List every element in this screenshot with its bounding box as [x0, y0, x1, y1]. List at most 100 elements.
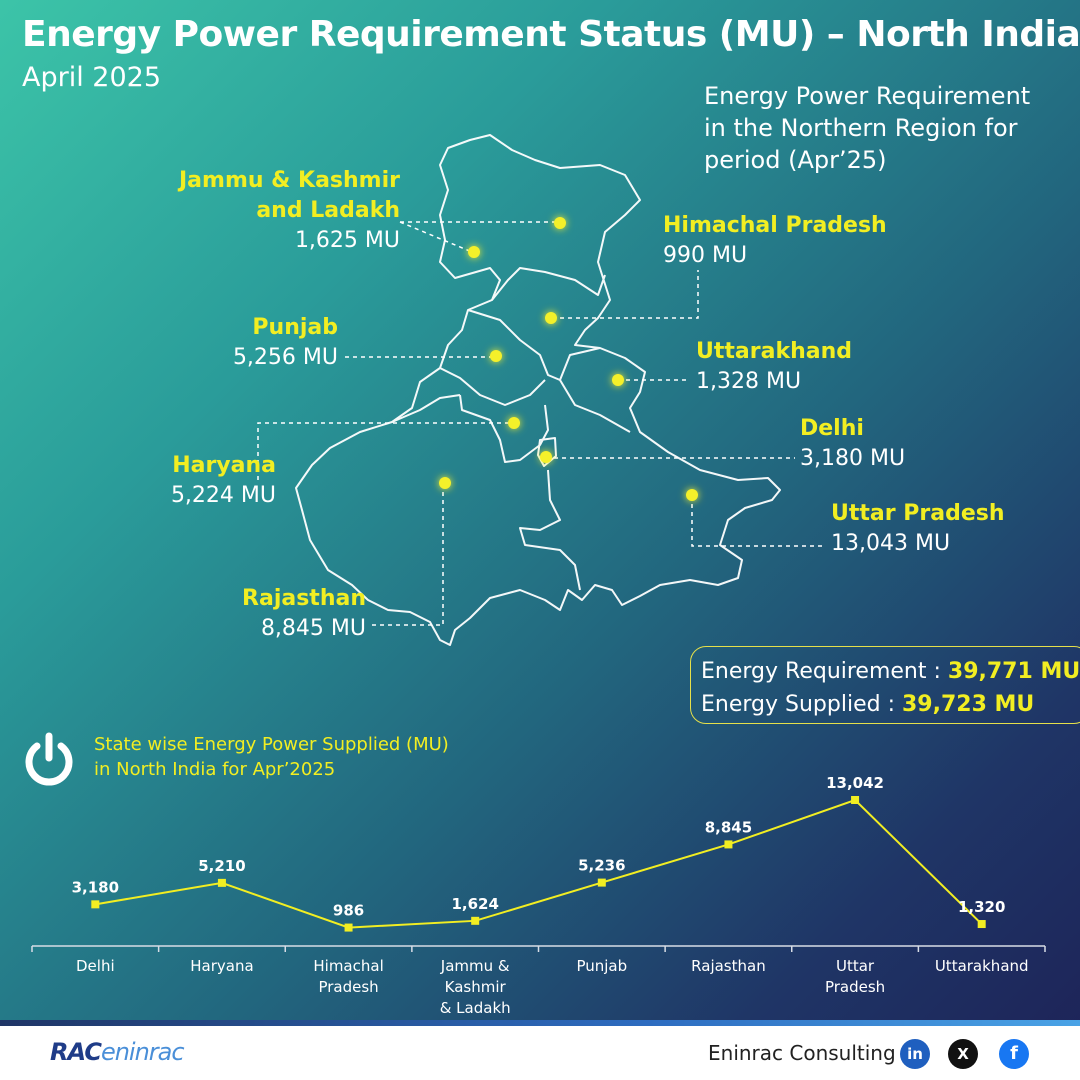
north-india-map: [257, 217, 825, 626]
x-tick-label: Uttarakhand: [935, 957, 1029, 975]
x-tick-label: Pradesh: [318, 978, 378, 996]
x-tick-label: Uttar: [836, 957, 875, 975]
map-label-value: 1,328 MU: [696, 369, 802, 394]
marker-delhi: [540, 451, 552, 463]
logo-tail: eninrac: [100, 1038, 185, 1066]
supplied-row: Energy Supplied : 39,723 MU: [701, 688, 1080, 721]
eninrac-logo: RACeninrac: [50, 1038, 185, 1066]
data-label: 1,320: [958, 898, 1005, 916]
data-point: [344, 923, 353, 932]
marker-rajasthan: [439, 477, 451, 489]
map-label-name: Jammu & Kashmir: [178, 168, 400, 193]
logo-text: RAC: [50, 1038, 102, 1066]
x-tick-label: Haryana: [190, 957, 253, 975]
boundary-haryana: [459, 394, 549, 463]
data-point: [851, 796, 860, 804]
data-label: 5,236: [578, 857, 625, 875]
marker-haryana: [508, 417, 520, 429]
data-label: 5,210: [198, 857, 245, 875]
map-label-uk: Uttarakhand 1,328 MU: [696, 337, 852, 397]
map-label-name: Punjab: [252, 315, 338, 340]
map-label-value: 1,625 MU: [294, 228, 400, 253]
energy-summary-box: Energy Requirement : 39,771 MU Energy Su…: [690, 646, 1080, 724]
map-label-hp: Himachal Pradesh 990 MU: [663, 211, 887, 271]
supplied-line-chart: 3,180 5,210 986 1,624 5,236 8,845 13,042 1,320 D…: [31, 774, 1046, 1017]
supplied-value: 39,723 MU: [901, 692, 1035, 717]
x-tick-label: Delhi: [76, 957, 115, 975]
map-label-name: Haryana: [172, 453, 276, 478]
series-line: [95, 798, 983, 929]
company-name: Eninrac Consulting: [708, 1041, 896, 1065]
map-label-value: 13,043 MU: [831, 531, 951, 556]
linkedin-icon[interactable]: in: [900, 1039, 930, 1069]
map-label-name: Uttar Pradesh: [831, 501, 1005, 526]
map-label-jk: Jammu & Kashmir and Ladakh 1,625 MU: [179, 166, 400, 256]
map-label-name: Uttarakhand: [696, 339, 852, 364]
x-tick-label: Jammu &: [440, 957, 510, 975]
leader-jk-2: [399, 221, 473, 253]
x-tick-label: Pradesh: [825, 978, 885, 996]
chart-title-line: State wise Energy Power Supplied (MU): [94, 734, 449, 755]
x-tick-label: & Ladakh: [440, 999, 511, 1017]
map-label-rajasthan: Rajasthan 8,845 MU: [242, 584, 366, 644]
leader-hp: [552, 270, 699, 319]
map-label-value: 990 MU: [663, 243, 748, 268]
x-tick-label: Rajasthan: [691, 957, 766, 975]
data-point: [91, 900, 100, 909]
marker-uk: [612, 374, 624, 386]
marker-punjab: [490, 350, 502, 362]
footer-accent-bar: [0, 1020, 1080, 1026]
boundary-raj-north: [391, 394, 461, 423]
marker-up: [686, 489, 698, 501]
data-label: 1,624: [451, 895, 498, 913]
page-subtitle: April 2025: [22, 62, 162, 93]
map-label-value: 5,224 MU: [170, 483, 276, 508]
x-tick-label: Himachal: [313, 957, 383, 975]
chart-title-line: in North India for Apr’2025: [94, 759, 336, 780]
map-label-name: Delhi: [800, 416, 864, 441]
boundary-uk: [559, 347, 631, 433]
facebook-icon[interactable]: f: [999, 1039, 1029, 1069]
boundary-hp-punjab: [467, 309, 561, 381]
requirement-label: Energy Requirement :: [701, 659, 948, 684]
map-label-haryana: Haryana 5,224 MU: [171, 451, 276, 511]
marker-jk-a: [554, 217, 566, 229]
leader-haryana: [257, 422, 513, 480]
map-label-value: 5,256 MU: [232, 345, 338, 370]
data-point: [217, 878, 226, 887]
map-label-name: Himachal Pradesh: [663, 213, 887, 238]
x-tick-label: Punjab: [576, 957, 627, 975]
data-label: 986: [333, 902, 364, 920]
map-label-name: Rajasthan: [242, 586, 366, 611]
map-label-value: 3,180 MU: [800, 446, 906, 471]
data-label: 8,845: [705, 818, 752, 836]
map-label-up: Uttar Pradesh 13,043 MU: [831, 499, 1005, 559]
map-label-value: 8,845 MU: [260, 616, 366, 641]
data-point: [471, 916, 480, 925]
marker-jk-b: [468, 246, 480, 258]
power-icon: [25, 732, 73, 786]
supplied-label: Energy Supplied :: [701, 692, 902, 717]
boundary-up-raj: [519, 469, 581, 591]
data-label: 13,042: [826, 774, 884, 792]
data-point: [977, 920, 986, 929]
requirement-row: Energy Requirement : 39,771 MU: [701, 655, 1080, 688]
requirement-value: 39,771 MU: [947, 659, 1080, 684]
boundary-jk: [491, 267, 606, 301]
leader-rajasthan: [372, 483, 444, 626]
x-icon[interactable]: X: [948, 1039, 978, 1069]
map-label-delhi: Delhi 3,180 MU: [800, 414, 905, 474]
boundary-punjab-haryana: [439, 367, 546, 406]
map-label-punjab: Punjab 5,256 MU: [233, 313, 338, 373]
data-point: [724, 840, 733, 849]
leader-up: [691, 496, 825, 547]
page-title: Energy Power Requirement Status (MU) – N…: [22, 14, 1080, 55]
data-point: [597, 878, 606, 887]
x-tick-label: Kashmir: [445, 978, 507, 996]
map-description: Energy Power Requirement in the Northern…: [704, 82, 1031, 174]
map-label-name: and Ladakh: [256, 198, 400, 223]
chart-title: State wise Energy Power Supplied (MU) in…: [94, 732, 449, 782]
data-label: 3,180: [72, 878, 119, 896]
marker-hp: [545, 312, 557, 324]
